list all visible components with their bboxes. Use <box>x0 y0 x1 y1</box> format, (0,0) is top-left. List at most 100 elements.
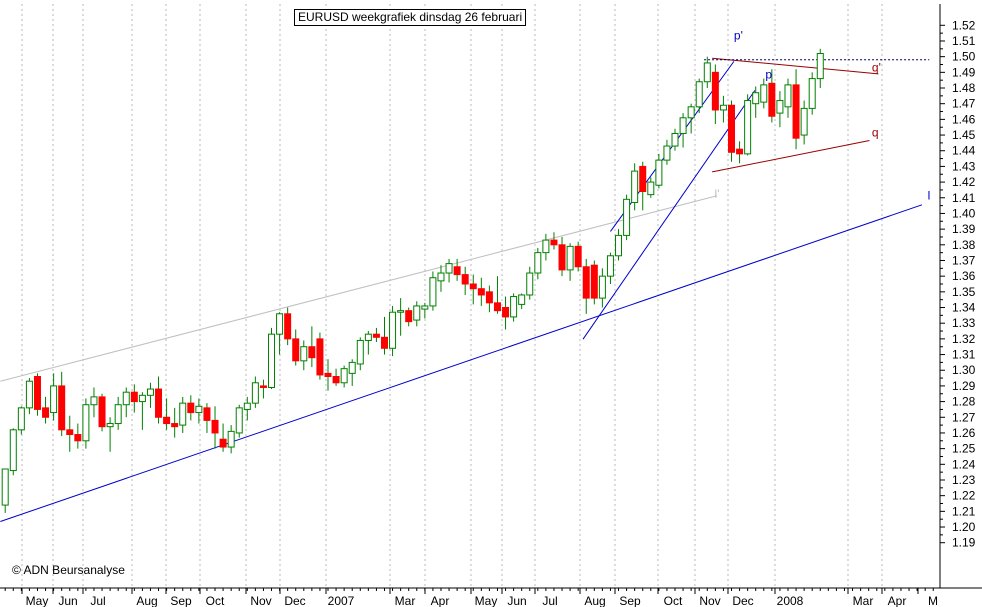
y-tick-label: 1.21 <box>952 504 976 518</box>
candle <box>130 384 138 413</box>
candle <box>606 252 614 284</box>
candle <box>526 266 534 300</box>
candle-body-up <box>526 272 534 296</box>
axes: 1.19 1.20 1.211.22 1.23 1.241.25 1.26 1.271.28… <box>0 4 982 607</box>
y-tick-label: 1.42 <box>952 175 976 189</box>
candle-body-up <box>106 423 114 428</box>
candle <box>268 327 276 390</box>
candle-body-down <box>308 346 316 359</box>
x-tick-label: Oct <box>206 594 225 607</box>
candle <box>146 382 154 408</box>
candle <box>413 301 421 327</box>
candle-body-up <box>437 272 445 282</box>
candle-body-up <box>647 181 655 196</box>
candle <box>138 392 146 430</box>
candle-body-down <box>582 266 590 299</box>
x-tick-label: Sep <box>170 594 192 607</box>
candle <box>17 406 25 435</box>
y-tick-label: 1.22 <box>952 489 976 503</box>
candle <box>550 232 558 250</box>
candle <box>235 404 243 438</box>
candle-body-down <box>728 104 735 153</box>
candle <box>631 163 639 211</box>
triangle-lower-line <box>712 140 870 173</box>
candle <box>1 468 9 513</box>
x-tick-label: Dec <box>284 594 305 607</box>
candle <box>90 387 98 418</box>
candle-body-up <box>542 239 550 254</box>
candle-body-down <box>550 239 558 246</box>
candle-body-down <box>58 385 66 431</box>
candle <box>195 398 203 424</box>
candle <box>510 293 518 322</box>
x-tick-label: 2008 <box>777 594 804 607</box>
candle <box>792 69 800 150</box>
candle-body-up <box>25 380 33 409</box>
candle <box>437 265 445 292</box>
candle-body-up <box>615 234 623 257</box>
y-tick-label: 1.43 <box>952 159 976 173</box>
candle-body-up <box>679 117 687 134</box>
candle <box>744 94 752 156</box>
candles <box>1 48 824 513</box>
y-tick-label: 1.19 <box>952 536 976 550</box>
candle <box>300 340 308 371</box>
candle-body-up <box>9 429 17 472</box>
candle <box>711 64 719 125</box>
candle-body-down <box>372 333 380 338</box>
x-tick-label: Aug <box>584 594 605 607</box>
x-tick-label: Apr <box>888 594 907 607</box>
candle <box>316 332 324 380</box>
candle-body-up <box>534 252 542 274</box>
annotation-label: q' <box>872 61 881 75</box>
candle-body-down <box>380 336 388 349</box>
support-line <box>0 204 923 523</box>
candle-body-up <box>598 275 606 299</box>
y-tick-label: 1.48 <box>952 81 976 95</box>
candle-body-up <box>663 145 671 161</box>
candle <box>122 387 130 418</box>
candle-body-up <box>752 92 760 105</box>
candle-body-up <box>348 361 356 374</box>
candle-body-up <box>138 394 146 403</box>
candle-body-down <box>171 423 179 428</box>
candle-body-up <box>179 402 187 426</box>
candle <box>397 298 405 336</box>
candle-body-up <box>800 107 808 136</box>
candle-body-down <box>574 245 582 268</box>
candle <box>227 425 235 454</box>
candle-body-up <box>300 346 308 362</box>
candle <box>736 141 744 164</box>
candle-body-down <box>130 391 138 403</box>
candle <box>760 78 768 109</box>
y-tick-label: 1.32 <box>952 332 976 346</box>
candle-body-up <box>340 368 348 384</box>
candle-body-up <box>243 402 251 410</box>
candle-body-down <box>477 288 485 296</box>
steep-support-line <box>582 90 756 340</box>
candle-body-up <box>114 404 122 425</box>
candle-body-up <box>276 313 284 335</box>
candle <box>534 247 542 280</box>
candle <box>615 229 623 261</box>
candle-body-up <box>397 310 405 313</box>
candle <box>356 337 364 371</box>
x-tick-label: Nov <box>250 594 271 607</box>
candle <box>639 161 647 211</box>
candle-body-down <box>453 266 461 276</box>
y-tick-label: 1.20 <box>952 520 976 534</box>
candle <box>187 395 195 421</box>
candle-body-down <box>74 434 82 442</box>
candle-body-down <box>211 419 219 434</box>
candle-body-up <box>50 385 58 414</box>
candle-body-up <box>421 305 429 310</box>
candle <box>324 359 332 391</box>
candle-body-up <box>227 430 235 448</box>
candle-body-down <box>219 438 227 448</box>
candle <box>106 417 114 452</box>
candle <box>284 307 292 346</box>
y-tick-label: 1.31 <box>952 348 976 362</box>
candle-body-up <box>816 53 824 80</box>
y-tick-label: 1.28 <box>952 395 976 409</box>
